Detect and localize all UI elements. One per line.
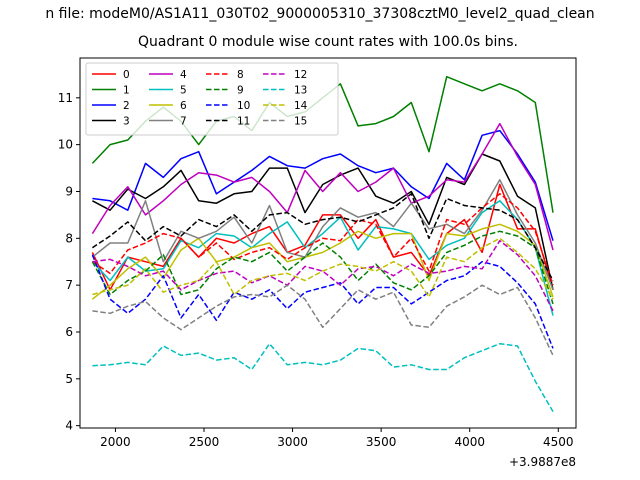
legend-label-9: 9: [237, 85, 244, 97]
x-tick-label: 2500: [189, 435, 220, 449]
legend-box: [85, 62, 339, 136]
y-tick-label: 11: [58, 91, 73, 105]
axes-frame: [79, 57, 577, 429]
series-line-4: [91, 122, 554, 251]
y-tick-label: 8: [65, 231, 73, 245]
x-tick-label: 2000: [100, 435, 131, 449]
chart-title: Quadrant 0 module wise count rates with …: [138, 34, 518, 50]
series-line-12: [92, 239, 554, 312]
y-tick-label: 4: [65, 419, 73, 433]
legend-label-5: 5: [180, 85, 187, 97]
y-tick-label: 7: [65, 278, 73, 292]
legend-label-12: 12: [294, 69, 307, 81]
figure-suptitle: n file: modeM0/AS1A11_030T02_9000005310_…: [45, 6, 595, 22]
legend-label-0: 0: [123, 69, 130, 81]
legend-label-8: 8: [237, 69, 244, 81]
series-line-15: [92, 284, 554, 356]
legend-label-13: 13: [294, 85, 307, 97]
series-line-11: [91, 193, 554, 281]
series-line-2: [92, 129, 554, 241]
legend-label-7: 7: [180, 116, 187, 128]
legend-label-2: 2: [123, 100, 130, 112]
series-line-6: [91, 223, 554, 300]
x-axis-offset-label: +3.9887e8: [509, 455, 576, 469]
series-line-5: [91, 200, 554, 316]
x-tick-label: 3500: [366, 435, 397, 449]
legend-label-11: 11: [237, 116, 250, 128]
series-line-0: [91, 183, 554, 291]
y-tick-label: 5: [65, 372, 73, 386]
x-tick-label: 3000: [277, 435, 308, 449]
y-axis: 4 5 6 7 8 9 10 11: [58, 91, 80, 433]
legend-label-6: 6: [180, 100, 187, 112]
legend-label-15: 15: [294, 116, 307, 128]
x-tick-label: 4000: [454, 435, 485, 449]
legend-label-14: 14: [294, 100, 308, 112]
y-tick-label: 10: [58, 138, 73, 152]
series-line-8: [91, 193, 554, 286]
legend-label-1: 1: [123, 85, 130, 97]
series-line-7: [91, 179, 554, 291]
legend-label-10: 10: [237, 100, 250, 112]
x-axis: 2000 2500 3000 3500 4000 4500: [100, 428, 574, 449]
series-line-14: [92, 237, 554, 300]
series-line-9: [91, 230, 554, 305]
y-tick-label: 6: [65, 325, 73, 339]
y-tick-label: 9: [65, 184, 73, 198]
legend-label-3: 3: [123, 116, 130, 128]
legend-label-4: 4: [180, 69, 187, 81]
x-tick-label: 4500: [543, 435, 574, 449]
series-line-13: [92, 342, 554, 412]
